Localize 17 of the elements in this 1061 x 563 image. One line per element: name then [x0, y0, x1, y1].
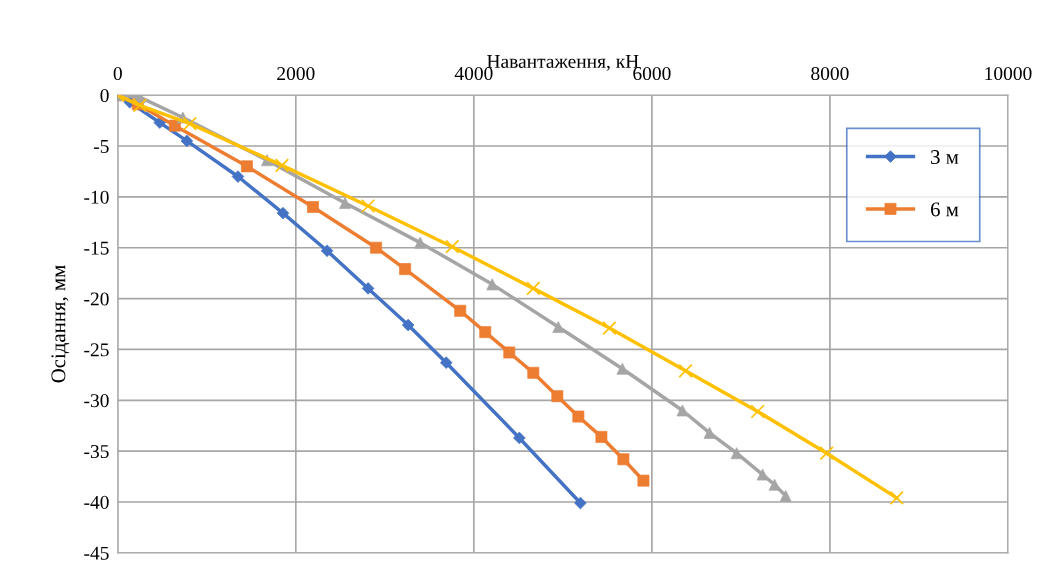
x-tick-label: 0	[113, 66, 122, 81]
x-tick-label: 8000	[811, 66, 849, 81]
y-tick-label: -15	[84, 241, 109, 255]
y-axis-title: Осідання, мм	[51, 265, 70, 383]
y-tick-label: 0	[100, 88, 109, 103]
y-tick-label: -30	[84, 394, 109, 408]
y-tick-label: -35	[84, 445, 109, 459]
legend-label: 3 м	[931, 150, 959, 165]
y-tick-label: -40	[84, 495, 109, 509]
legend-label: 6 м	[930, 202, 959, 217]
y-tick-label: -20	[84, 292, 109, 306]
y-tick-label: -5	[93, 140, 109, 153]
x-tick-label: 10000	[985, 66, 1032, 81]
x-tick-label: 2000	[277, 66, 315, 81]
y-tick-label: -25	[84, 343, 109, 357]
y-tick-label: -45	[84, 546, 109, 560]
y-tick-label: -10	[84, 190, 109, 204]
